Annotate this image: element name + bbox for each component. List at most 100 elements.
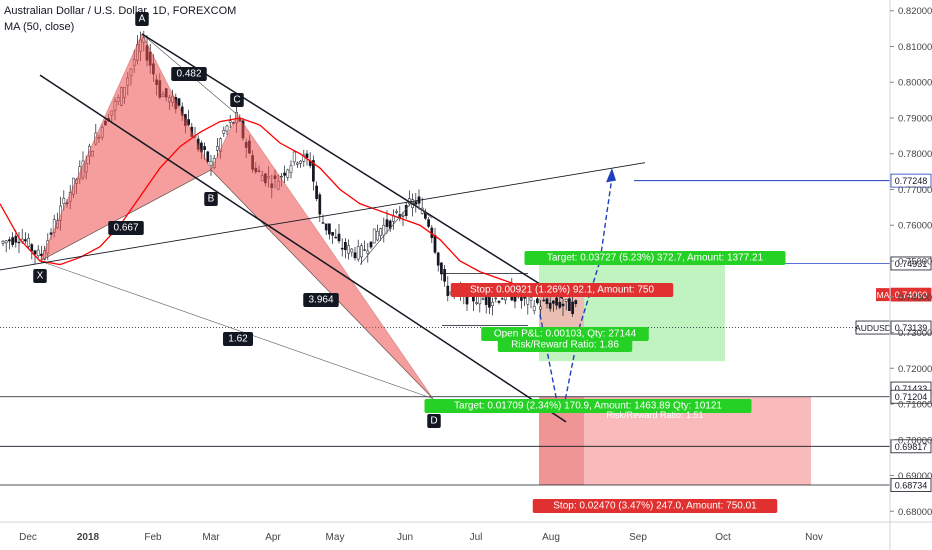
moving-average: [0, 117, 580, 296]
open-pl-label-bg: [481, 327, 649, 341]
candle-body: [552, 300, 555, 304]
candle-body: [366, 250, 370, 254]
candle-body: [347, 245, 350, 254]
x-tick-label: Jul: [470, 532, 483, 543]
candle-body: [356, 246, 360, 260]
candle-body: [30, 244, 34, 252]
candle-body: [315, 185, 318, 199]
ma-tag-bg: [876, 288, 890, 302]
open-pl-label: Open P&L: 0.00103, Qty: 27144: [494, 329, 637, 340]
price-badge-bg: [890, 287, 932, 302]
harmonic-pattern: [39, 33, 434, 399]
candle-body: [379, 228, 382, 236]
pattern-point-label-bg: [427, 414, 441, 428]
stop-label: Stop: 0.02470 (3.47%) 247.0, Amount: 750…: [553, 501, 757, 512]
candle-body: [395, 211, 398, 213]
candle-body: [401, 214, 405, 217]
candle-body: [1, 240, 5, 244]
projection-path: [539, 176, 613, 414]
candle-body: [427, 219, 430, 227]
candle-body: [296, 162, 299, 165]
xd-line: [39, 260, 434, 399]
y-tick-label: 0.73000: [898, 328, 932, 339]
candle-body: [280, 175, 283, 178]
pattern-point-label: B: [208, 194, 215, 205]
target-label: Target: 0.01709 (2.34%) 170.9, Amount: 1…: [454, 401, 722, 412]
y-tick-label: 0.76000: [898, 221, 932, 232]
long-target-label: Target: 0.03727 (5.23%) 372.7, Amount: 1…: [547, 253, 764, 264]
candle-body: [526, 296, 530, 305]
pattern-point-label-bg: [135, 12, 149, 26]
x-tick-label: May: [326, 532, 345, 543]
bcd-triangle: [210, 113, 434, 399]
candle-body: [520, 297, 523, 301]
candle-body: [14, 235, 18, 243]
price-badge-bg: [890, 320, 932, 335]
candle-body: [369, 241, 373, 248]
price-badge-bg: [890, 478, 932, 492]
candle-body: [8, 239, 11, 242]
price-badge: 0.68734: [895, 481, 928, 491]
candle-body: [328, 223, 331, 235]
lower-trendline: [39, 74, 567, 423]
candle-body: [382, 224, 386, 236]
ratio-label: 3.964: [308, 295, 333, 306]
candle-body: [17, 241, 21, 244]
candle-body: [4, 240, 8, 244]
candle-body: [414, 201, 418, 205]
price-badge-bg: [890, 173, 932, 188]
candle-body: [372, 228, 376, 244]
candle-body: [571, 301, 574, 314]
pattern-point-label: D: [430, 416, 437, 427]
pattern-point-label-bg: [230, 93, 244, 107]
xbd-line: [39, 169, 434, 399]
candle-body: [222, 129, 226, 134]
x-tick-label: Apr: [265, 532, 281, 543]
candle-body: [321, 222, 325, 224]
candle-body: [353, 252, 357, 259]
candle-body: [568, 298, 571, 312]
candle-body: [36, 249, 40, 257]
candle-body: [324, 223, 328, 231]
candle-body: [529, 297, 533, 301]
candle-body: [177, 98, 181, 106]
x-tick-label: Jun: [397, 532, 413, 543]
pattern-point-label: A: [139, 14, 146, 25]
ma-line: [0, 117, 580, 296]
x-tick-label: Feb: [144, 532, 162, 543]
candle-body: [385, 219, 389, 227]
candle-body: [318, 194, 322, 215]
candle-body: [376, 230, 379, 241]
x-tick-label: 2018: [77, 532, 100, 543]
candle-body: [283, 172, 286, 176]
candle-body: [299, 160, 302, 164]
y-tick-label: 0.75000: [898, 257, 932, 268]
y-tick-label: 0.70000: [898, 435, 932, 446]
price-badge: 0.74931: [895, 259, 928, 269]
rr-label: Risk/Reward Ratio: 1.86: [511, 340, 619, 351]
y-tick-label: 0.69000: [898, 471, 932, 482]
candle-body: [305, 153, 309, 158]
candle-body: [532, 305, 536, 311]
candle-body: [350, 248, 354, 253]
candle-body: [209, 161, 213, 166]
candle-body: [27, 238, 30, 247]
candle-body: [440, 262, 443, 275]
y-tick-label: 0.77000: [898, 185, 932, 196]
ratio-label: 0.482: [176, 69, 201, 80]
x-tick-label: Nov: [805, 532, 823, 543]
ratio-label: 1.62: [228, 334, 248, 345]
ratio-label-bg: [303, 293, 339, 307]
candle-body: [363, 249, 366, 251]
trend-lines: [0, 33, 646, 423]
ratio-label: 0.667: [113, 223, 138, 234]
rr-label-bg: [497, 338, 633, 352]
short-stop-label: Stop: 0.00921 (1.26%) 92.1, Amount: 750: [470, 285, 654, 296]
price-badge-bg: [890, 389, 932, 404]
y-tick-label: 0.71000: [898, 400, 932, 411]
indicator-label: MA (50, close): [4, 21, 75, 33]
price-badge: 0.74060: [895, 290, 928, 300]
y-tick-label: 0.79000: [898, 113, 932, 124]
